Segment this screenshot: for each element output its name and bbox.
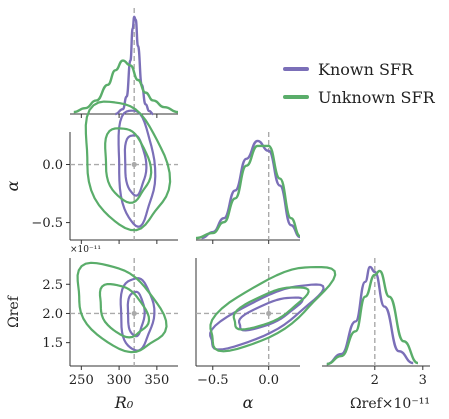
contour-R0-Omega-unknown-0 <box>98 283 151 339</box>
xlabel-R0: R₀ <box>114 393 134 412</box>
marginal-alpha-unknown <box>195 144 301 240</box>
xlabel-Omega: Ωref×10⁻¹¹ <box>350 396 430 412</box>
marginal-R0-known <box>115 15 154 116</box>
legend-label-known: Known SFR <box>318 60 414 79</box>
R0-Omega-y-tick-label: 2.0 <box>42 307 63 322</box>
R0-alpha-truth-marker <box>131 161 137 168</box>
contour-alpha-Omega-unknown-1 <box>209 266 337 353</box>
panel-R0-alpha: −0.5 0.0 <box>31 100 178 244</box>
ylabel-alpha: α <box>3 180 22 191</box>
contour-R0-alpha-unknown-0 <box>104 127 153 204</box>
R0-alpha-y-tick-label: 0.0 <box>42 158 63 173</box>
contour-alpha-Omega-unknown-0 <box>232 286 310 331</box>
contour-alpha-Omega-known-0 <box>238 296 304 332</box>
R0-Omega-y-tick-label: 2.5 <box>42 278 63 293</box>
alpha-Omega-truth-marker <box>266 310 272 317</box>
R0-Omega-x-tick-label: 350 <box>144 373 169 388</box>
Omega-exponent-label: ×10⁻¹¹ <box>70 245 101 255</box>
marg-Omega-x-tick-label: 2 <box>371 373 379 388</box>
alpha-Omega-x-tick-label: 0.0 <box>258 373 279 388</box>
contour-R0-alpha-known-1 <box>117 109 157 228</box>
panel-R0-Omega: 250 300 350 1.5 2.0 2.5 <box>42 258 178 388</box>
R0-Omega-y-tick-label: 1.5 <box>42 336 63 351</box>
marg-Omega-x-tick-label: 3 <box>419 373 427 388</box>
legend: Known SFR Unknown SFR <box>283 60 436 107</box>
panel-alpha-Omega: −0.5 0.0 <box>195 258 337 388</box>
contour-R0-alpha-unknown-1 <box>84 100 172 232</box>
panel-alpha-marginal <box>195 132 301 244</box>
legend-label-unknown: Unknown SFR <box>318 88 436 107</box>
R0-Omega-x-tick-label: 300 <box>107 373 132 388</box>
R0-Omega-x-tick-label: 250 <box>69 373 94 388</box>
contour-R0-Omega-known-1 <box>119 277 156 352</box>
marginal-R0-unknown <box>73 59 179 114</box>
marginal-Omega-unknown <box>326 269 419 366</box>
xlabel-alpha: α <box>243 393 254 412</box>
ylabel-Omega: Ωref <box>6 294 22 328</box>
contour-R0-Omega-unknown-1 <box>76 261 168 354</box>
panel-R0-marginal <box>70 8 179 118</box>
marginal-Omega-known <box>326 265 414 366</box>
R0-Omega-truth-marker <box>131 310 137 317</box>
R0-alpha-y-tick-label: −0.5 <box>31 216 63 231</box>
alpha-Omega-x-tick-label: −0.5 <box>197 373 229 388</box>
